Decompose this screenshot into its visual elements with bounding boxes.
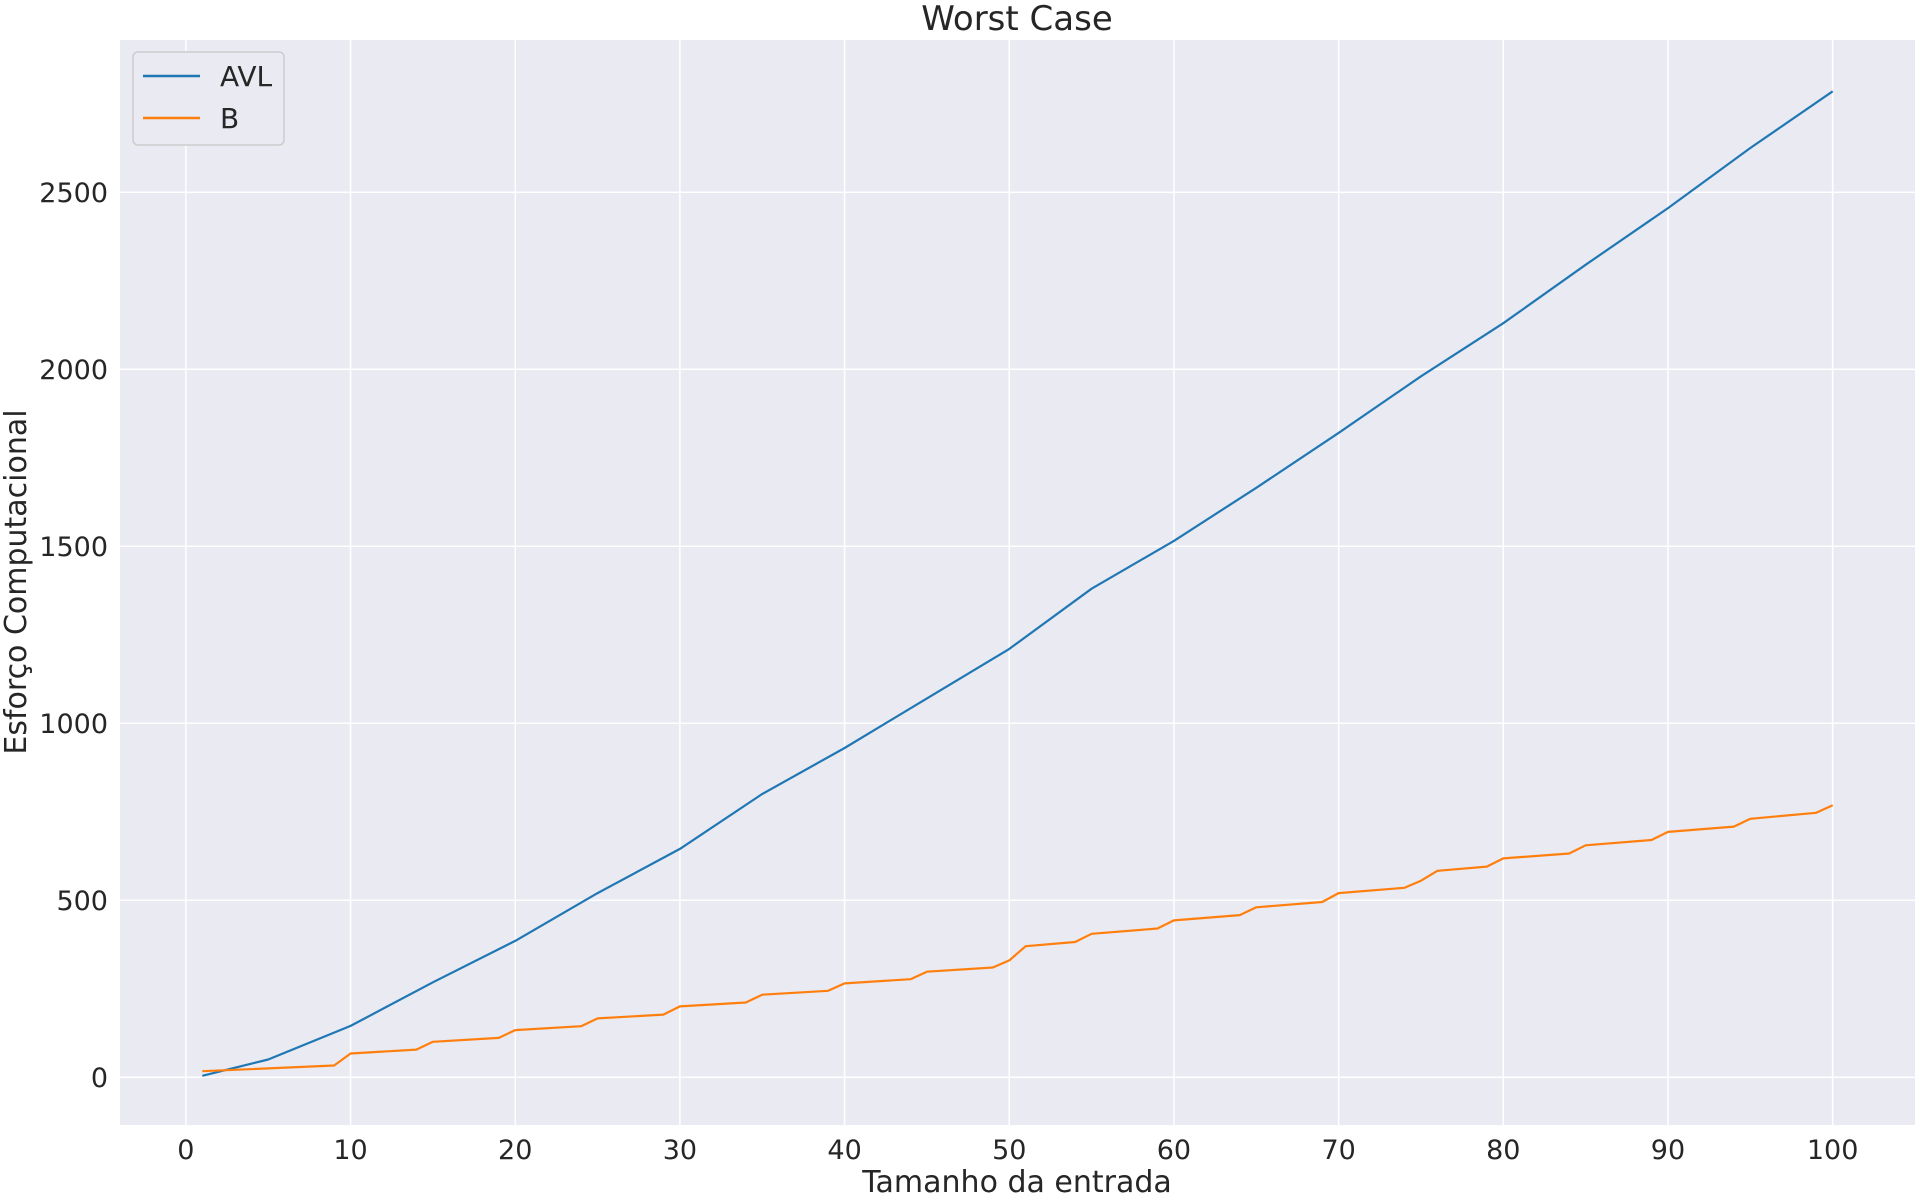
x-tick-label: 100 xyxy=(1807,1135,1859,1166)
legend-label-avl: AVL xyxy=(220,60,273,93)
x-tick-label: 40 xyxy=(827,1135,861,1166)
x-tick-label: 80 xyxy=(1486,1135,1520,1166)
x-tick-label: 90 xyxy=(1651,1135,1685,1166)
x-axis-label: Tamanho da entrada xyxy=(861,1165,1172,1200)
chart-title: Worst Case xyxy=(921,0,1112,39)
legend: AVL B xyxy=(133,52,284,145)
y-tick-label: 0 xyxy=(91,1063,108,1094)
plot-area xyxy=(120,40,1915,1125)
x-tick-label: 0 xyxy=(177,1135,194,1166)
x-tick-label: 20 xyxy=(498,1135,532,1166)
y-tick-label: 1500 xyxy=(39,532,108,563)
y-tick-label: 2500 xyxy=(39,178,108,209)
x-tick-label: 70 xyxy=(1321,1135,1355,1166)
y-tick-label: 2000 xyxy=(39,355,108,386)
x-tick-label: 60 xyxy=(1157,1135,1191,1166)
x-tick-label: 10 xyxy=(333,1135,367,1166)
y-tick-label: 1000 xyxy=(39,709,108,740)
y-tick-label: 500 xyxy=(56,886,108,917)
legend-label-b: B xyxy=(220,102,239,135)
x-tick-label: 50 xyxy=(992,1135,1026,1166)
x-tick-label: 30 xyxy=(663,1135,697,1166)
y-axis-label: Esforço Computacional xyxy=(0,409,34,754)
